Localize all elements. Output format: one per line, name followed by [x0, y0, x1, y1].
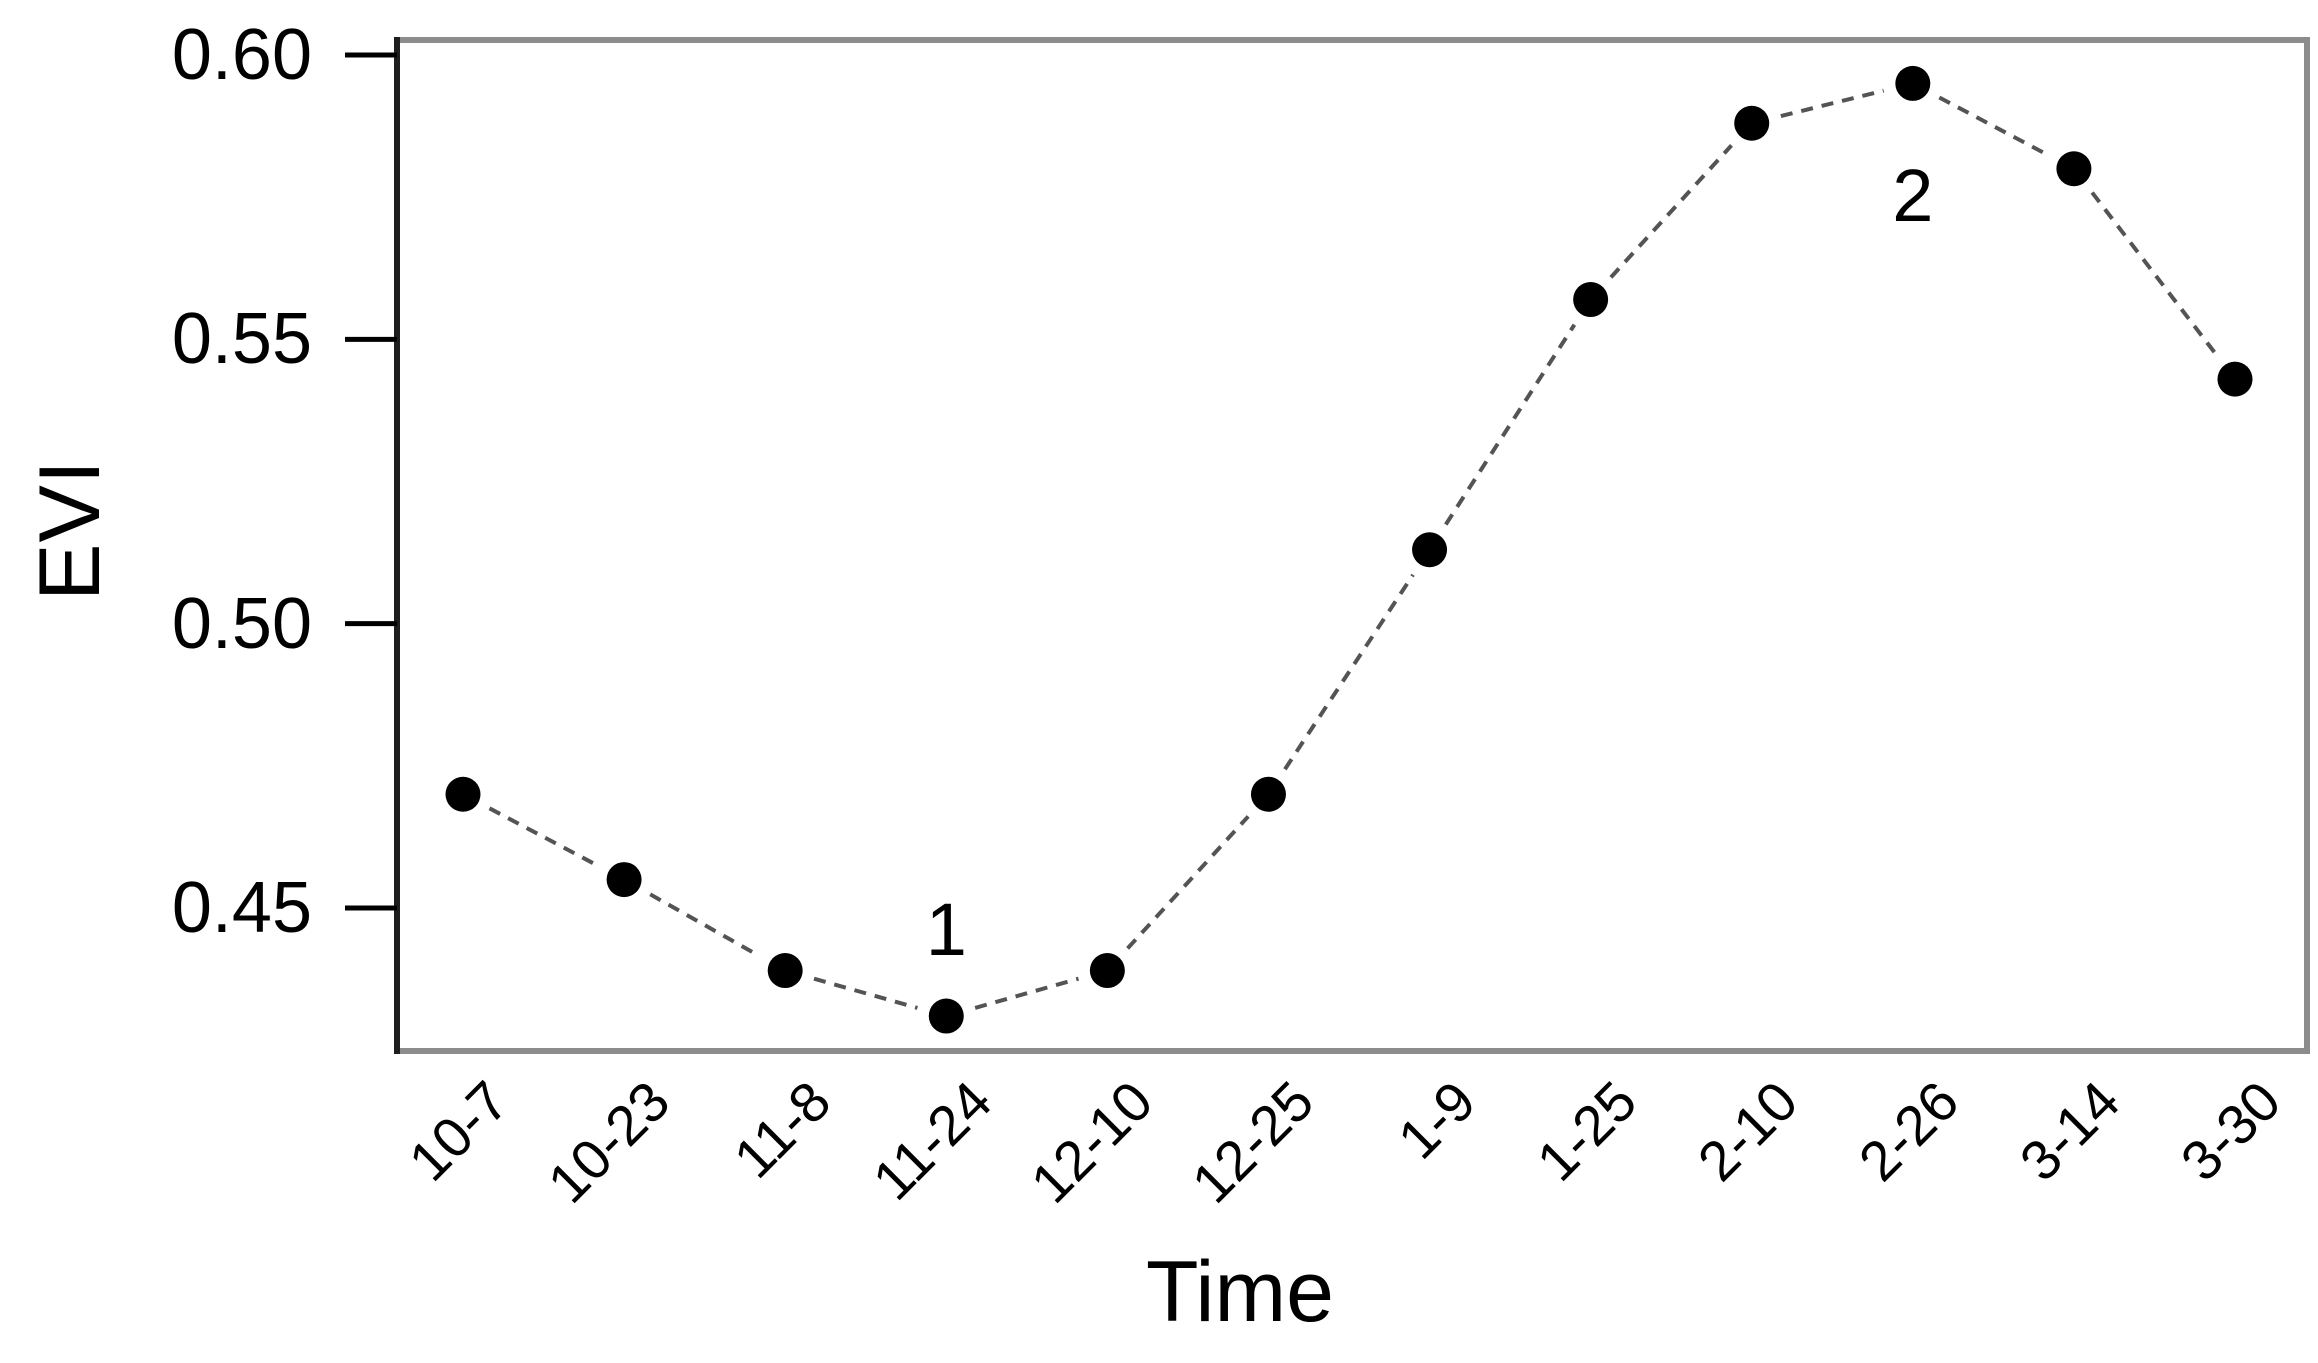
- series-segment: [974, 976, 1080, 1010]
- series-segment: [1780, 88, 1885, 118]
- data-point: [2056, 151, 2092, 187]
- y-tick-label: 0.50: [171, 583, 312, 664]
- series-segment: [1938, 95, 2049, 157]
- y-tick-label: 0.45: [171, 868, 312, 948]
- data-point: [1250, 776, 1286, 812]
- y-axis-line: [394, 37, 400, 1054]
- series-segment: [1444, 323, 1577, 526]
- data-point: [767, 953, 803, 989]
- series-segment: [649, 892, 761, 958]
- data-point: [1573, 282, 1609, 318]
- y-tick-label: 0.55: [171, 299, 312, 380]
- data-point: [445, 776, 481, 812]
- series-segment: [1126, 815, 1250, 950]
- data-point: [928, 998, 964, 1034]
- annotation-label: 1: [925, 888, 967, 972]
- data-point: [2217, 361, 2253, 397]
- data-point: [1089, 953, 1125, 989]
- y-axis-title: EVI: [22, 459, 118, 601]
- series-segment: [2090, 191, 2219, 357]
- data-point: [1734, 105, 1770, 141]
- data-point: [1412, 532, 1448, 568]
- x-axis-title: Time: [1146, 1244, 1334, 1340]
- data-point: [606, 862, 642, 898]
- data-point: [1895, 65, 1931, 101]
- series-segment: [813, 976, 918, 1010]
- series-segment: [488, 806, 599, 868]
- series-segment: [1283, 573, 1415, 771]
- series-segment: [1609, 144, 1733, 279]
- annotation-label: 2: [1892, 154, 1934, 238]
- y-tick-label: 0.60: [171, 15, 312, 95]
